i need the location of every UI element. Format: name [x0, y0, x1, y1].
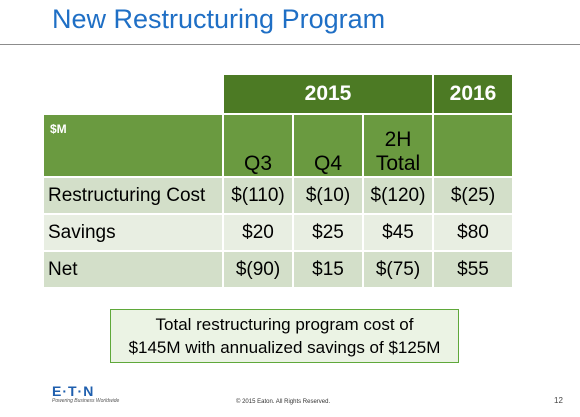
page-number: 12: [554, 396, 563, 405]
header-year-2016: 2016: [434, 75, 512, 113]
header-period-2016: [434, 115, 512, 176]
table-header-years: 2015 2016: [44, 75, 512, 113]
unit-label: $M: [44, 115, 222, 176]
table-cell: $(110): [224, 178, 292, 213]
copyright-notice: © 2015 Eaton. All Rights Reserved.: [236, 399, 331, 405]
row-label: Restructuring Cost: [44, 178, 222, 213]
header-period-q4: Q4: [294, 115, 362, 176]
callout-line-1: Total restructuring program cost of: [155, 315, 414, 334]
eaton-logo: E·T·N Powering Business Worldwide: [52, 384, 119, 405]
header-period-2h-total: 2H Total: [364, 115, 432, 176]
row-label: Savings: [44, 215, 222, 250]
table-header-periods: $M Q3 Q4 2H Total: [44, 115, 512, 176]
slide-title: New Restructuring Program: [52, 4, 386, 34]
logo-tagline: Powering Business Worldwide: [52, 398, 120, 404]
logo-wordmark: E·T·N: [52, 383, 95, 399]
title-divider: [0, 44, 580, 45]
table-row-net: Net $(90) $15 $(75) $55: [44, 252, 512, 287]
header-blank-cell: [44, 75, 222, 113]
table-row-restructuring-cost: Restructuring Cost $(110) $(10) $(120) $…: [44, 178, 512, 213]
table-cell: $25: [294, 215, 362, 250]
table-cell: $80: [434, 215, 512, 250]
table-cell: $55: [434, 252, 512, 287]
table-cell: $20: [224, 215, 292, 250]
table-cell: $(120): [364, 178, 432, 213]
table-cell: $(25): [434, 178, 512, 213]
table-cell: $(75): [364, 252, 432, 287]
restructuring-table: 2015 2016 $M Q3 Q4 2H Total Restructurin…: [42, 73, 514, 289]
table-cell: $15: [294, 252, 362, 287]
header-period-q3: Q3: [224, 115, 292, 176]
table-cell: $(90): [224, 252, 292, 287]
summary-callout: Total restructuring program cost of $145…: [110, 309, 459, 363]
row-label: Net: [44, 252, 222, 287]
table-cell: $45: [364, 215, 432, 250]
header-year-2015: 2015: [224, 75, 432, 113]
table-row-savings: Savings $20 $25 $45 $80: [44, 215, 512, 250]
table-cell: $(10): [294, 178, 362, 213]
callout-line-2: $145M with annualized savings of $125M: [128, 338, 441, 357]
